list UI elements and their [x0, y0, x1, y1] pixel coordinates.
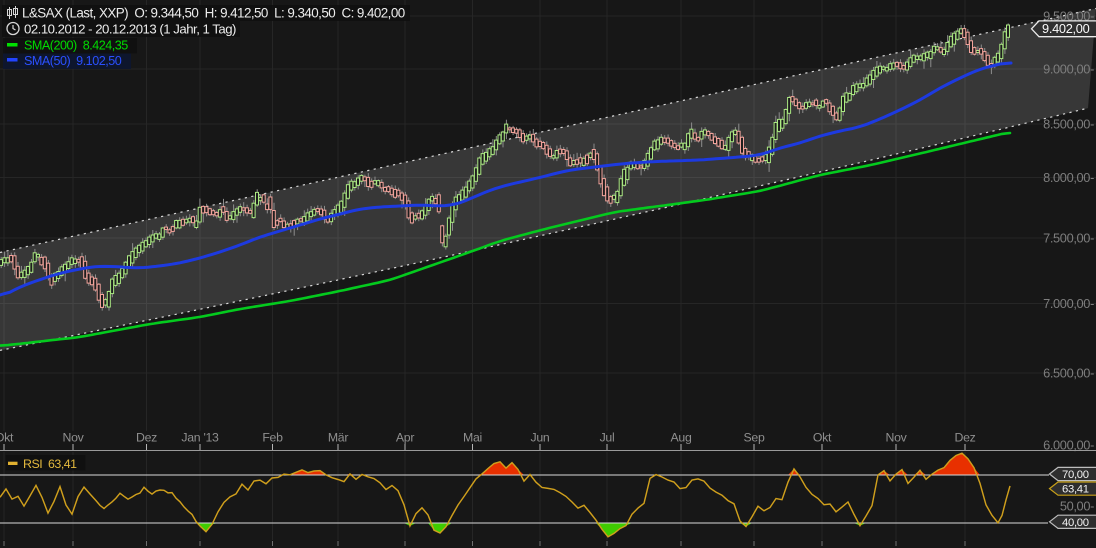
svg-text:9.402,00: 9.402,00 [1042, 21, 1090, 36]
svg-text:Aug: Aug [671, 431, 692, 445]
svg-text:9.000,00-: 9.000,00- [1043, 61, 1094, 76]
svg-text:63,41: 63,41 [1062, 484, 1089, 496]
svg-text:8.500,00-: 8.500,00- [1043, 116, 1094, 131]
svg-text:SMA(200) 8.424,35: SMA(200) 8.424,35 [24, 39, 128, 53]
svg-text:02.10.2012 - 20.12.2013 (1 Jah: 02.10.2012 - 20.12.2013 (1 Jahr, 1 Tag) [24, 22, 236, 37]
svg-text:8.000,00-: 8.000,00- [1043, 170, 1094, 185]
svg-text:Okt: Okt [813, 431, 832, 445]
svg-text:Sep: Sep [744, 431, 765, 445]
svg-text:RSI 63,41: RSI 63,41 [23, 457, 77, 471]
svg-text:40,00: 40,00 [1062, 517, 1089, 529]
svg-text:Jan '13: Jan '13 [181, 431, 219, 445]
svg-text:70,00: 70,00 [1062, 469, 1089, 481]
svg-text:Nov: Nov [886, 431, 908, 445]
svg-text:Jul: Jul [600, 431, 615, 445]
svg-text:L&SAX (Last, XXP) O: 9.344,50: L&SAX (Last, XXP) O: 9.344,50 H: 9.412,5… [22, 6, 405, 21]
svg-text:9.500,00-: 9.500,00- [1043, 8, 1094, 23]
svg-text:6.500,00-: 6.500,00- [1043, 365, 1094, 380]
svg-text:Mär: Mär [328, 431, 348, 445]
svg-text:Feb: Feb [262, 431, 283, 445]
svg-text:7.000,00-: 7.000,00- [1043, 296, 1094, 311]
svg-text:Dez: Dez [136, 431, 157, 445]
svg-text:50,00-: 50,00- [1060, 499, 1094, 514]
svg-text:Apr: Apr [396, 431, 414, 445]
svg-text:Jun: Jun [531, 431, 550, 445]
svg-text:7.500,00-: 7.500,00- [1043, 230, 1094, 245]
svg-text:6.000,00-: 6.000,00- [1043, 437, 1094, 452]
svg-text:Mai: Mai [463, 431, 482, 445]
svg-text:Nov: Nov [63, 431, 85, 445]
svg-text:Dez: Dez [955, 431, 976, 445]
svg-text:Okt: Okt [0, 431, 14, 445]
svg-text:SMA(50) 9.102,50: SMA(50) 9.102,50 [24, 54, 122, 68]
